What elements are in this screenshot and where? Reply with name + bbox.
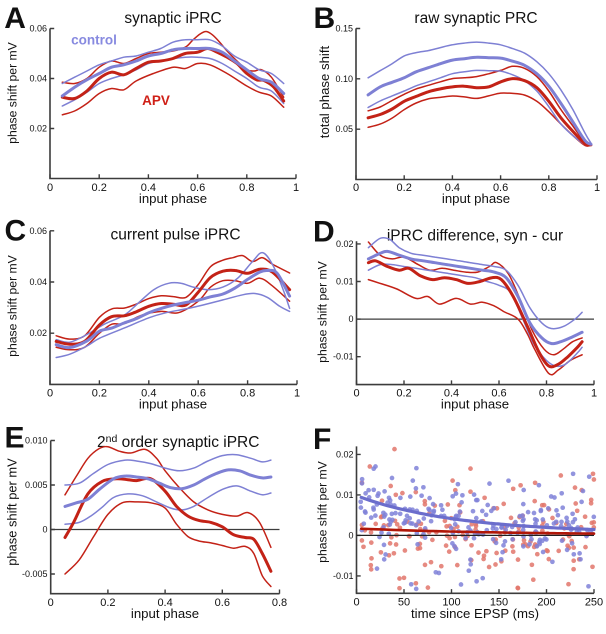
- svg-text:0.8: 0.8: [239, 182, 254, 194]
- svg-text:current pulse iPRC: current pulse iPRC: [110, 227, 240, 244]
- svg-text:0.01: 0.01: [336, 277, 354, 287]
- svg-text:A: A: [4, 2, 26, 35]
- svg-text:1: 1: [594, 182, 600, 194]
- svg-text:0.02: 0.02: [336, 449, 354, 459]
- svg-text:0.4: 0.4: [445, 182, 460, 194]
- svg-text:0.2: 0.2: [397, 182, 412, 194]
- svg-text:0.04: 0.04: [29, 277, 47, 287]
- svg-text:0.02: 0.02: [336, 239, 354, 249]
- svg-text:raw synaptic PRC: raw synaptic PRC: [414, 10, 537, 27]
- svg-text:input phase: input phase: [139, 397, 207, 412]
- svg-text:E: E: [5, 422, 25, 455]
- svg-text:0: 0: [353, 182, 359, 194]
- svg-text:0.01: 0.01: [336, 490, 354, 500]
- svg-text:1: 1: [293, 182, 299, 194]
- svg-text:0.02: 0.02: [29, 328, 47, 338]
- svg-text:0.02: 0.02: [29, 124, 47, 134]
- svg-text:input phase: input phase: [442, 191, 510, 206]
- svg-text:100: 100: [442, 596, 460, 608]
- svg-text:iPRC difference, syn - cur: iPRC difference, syn - cur: [387, 228, 563, 245]
- svg-text:B: B: [314, 2, 336, 35]
- svg-text:C: C: [5, 215, 27, 248]
- svg-text:0.15: 0.15: [335, 23, 353, 33]
- svg-text:0.10: 0.10: [335, 74, 353, 84]
- svg-text:0.4: 0.4: [157, 597, 172, 609]
- svg-text:0.4: 0.4: [444, 388, 459, 400]
- svg-text:1: 1: [591, 388, 597, 400]
- svg-text:0.8: 0.8: [272, 597, 287, 609]
- svg-text:control: control: [71, 33, 117, 48]
- svg-text:total phase shift: total phase shift: [317, 45, 332, 138]
- svg-text:0: 0: [348, 530, 353, 540]
- svg-text:0.05: 0.05: [335, 124, 353, 134]
- svg-text:phase shift per mV: phase shift per mV: [6, 41, 20, 143]
- svg-text:0.04: 0.04: [29, 74, 47, 84]
- svg-text:0.6: 0.6: [491, 388, 506, 400]
- svg-text:0.2: 0.2: [396, 388, 411, 400]
- svg-text:phase shift per mV: phase shift per mV: [316, 260, 330, 362]
- svg-text:0.6: 0.6: [215, 597, 230, 609]
- svg-text:0.6: 0.6: [493, 182, 508, 194]
- svg-text:0.06: 0.06: [29, 226, 47, 236]
- svg-text:-0.01: -0.01: [333, 571, 354, 581]
- svg-text:F: F: [313, 423, 331, 456]
- svg-text:0.2: 0.2: [92, 182, 107, 194]
- svg-text:0.4: 0.4: [141, 388, 156, 400]
- svg-text:input phase: input phase: [139, 191, 207, 206]
- svg-text:1: 1: [294, 388, 300, 400]
- svg-text:0: 0: [353, 388, 359, 400]
- svg-text:phase shift per mV: phase shift per mV: [5, 458, 20, 566]
- svg-text:0: 0: [348, 314, 353, 324]
- svg-text:150: 150: [490, 596, 508, 608]
- svg-text:synaptic iPRC: synaptic iPRC: [124, 10, 221, 27]
- svg-text:phase shift per mV: phase shift per mV: [6, 254, 20, 356]
- svg-text:0: 0: [47, 182, 53, 194]
- svg-text:input phase: input phase: [131, 606, 199, 621]
- svg-text:2nd order synaptic iPRC: 2nd order synaptic iPRC: [97, 433, 259, 451]
- svg-text:0.010: 0.010: [25, 436, 48, 446]
- svg-text:0.8: 0.8: [539, 388, 554, 400]
- svg-text:-0.01: -0.01: [333, 352, 354, 362]
- svg-text:input phase: input phase: [441, 397, 509, 412]
- svg-text:0.8: 0.8: [541, 182, 556, 194]
- svg-text:0.005: 0.005: [25, 480, 48, 490]
- svg-text:0: 0: [47, 388, 53, 400]
- svg-text:50: 50: [398, 596, 410, 608]
- svg-text:D: D: [313, 216, 335, 249]
- svg-text:-0.005: -0.005: [22, 569, 48, 579]
- svg-text:0.6: 0.6: [191, 388, 206, 400]
- svg-text:0: 0: [42, 525, 47, 535]
- svg-text:0.8: 0.8: [240, 388, 255, 400]
- svg-text:0.4: 0.4: [141, 182, 156, 194]
- svg-text:phase shift per mV: phase shift per mV: [316, 460, 330, 562]
- svg-text:0.2: 0.2: [100, 597, 115, 609]
- svg-text:APV: APV: [142, 93, 170, 108]
- svg-text:0.06: 0.06: [29, 24, 47, 34]
- svg-text:250: 250: [585, 596, 603, 608]
- svg-text:0.6: 0.6: [190, 182, 205, 194]
- svg-text:0.2: 0.2: [92, 388, 107, 400]
- svg-text:time since EPSP (ms): time since EPSP (ms): [411, 606, 539, 621]
- svg-text:200: 200: [537, 596, 555, 608]
- svg-text:0: 0: [353, 596, 359, 608]
- svg-text:0: 0: [48, 597, 54, 609]
